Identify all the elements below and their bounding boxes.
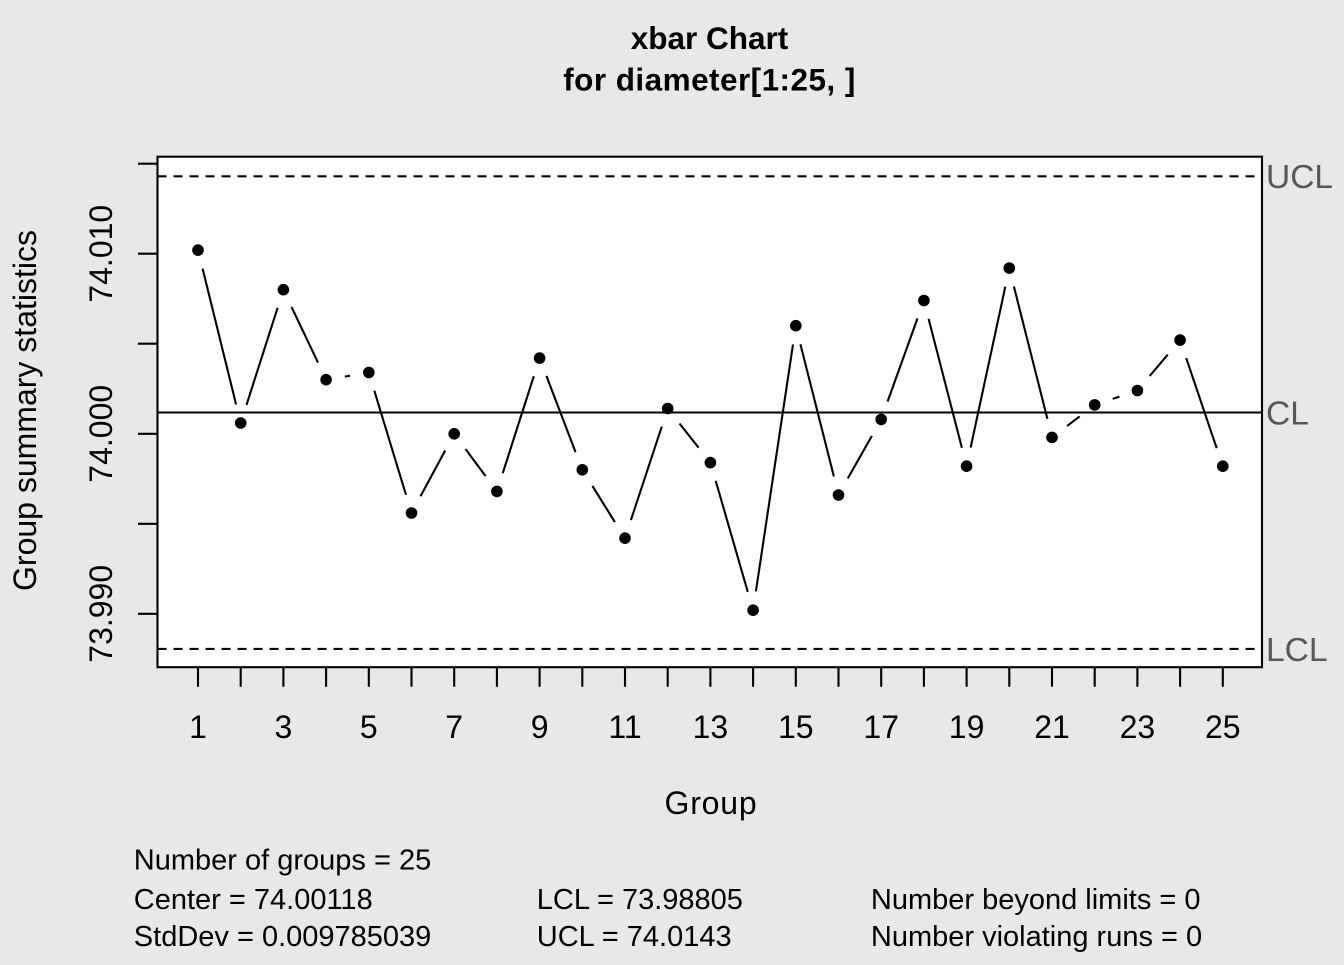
svg-text:13: 13 (693, 709, 729, 745)
svg-text:3: 3 (275, 709, 293, 745)
svg-text:UCL: UCL (1266, 159, 1333, 196)
svg-text:xbar Chart: xbar Chart (631, 20, 789, 56)
svg-text:9: 9 (531, 709, 549, 745)
svg-text:Group summary statistics: Group summary statistics (7, 230, 43, 591)
svg-text:for diameter[1:25, ]: for diameter[1:25, ] (563, 61, 856, 97)
svg-text:21: 21 (1034, 709, 1070, 745)
svg-text:74.000: 74.000 (83, 385, 119, 483)
svg-text:CL: CL (1266, 395, 1309, 432)
svg-text:19: 19 (949, 709, 985, 745)
svg-text:17: 17 (863, 709, 899, 745)
svg-text:Group: Group (665, 785, 758, 821)
svg-text:25: 25 (1205, 709, 1241, 745)
svg-text:15: 15 (778, 709, 814, 745)
svg-text:Number of groups = 25: Number of groups = 25 (134, 845, 431, 877)
svg-text:23: 23 (1120, 709, 1156, 745)
svg-text:74.010: 74.010 (83, 205, 119, 303)
svg-text:LCL = 73.98805: LCL = 73.98805 (537, 884, 743, 916)
svg-text:1: 1 (189, 709, 207, 745)
svg-text:11: 11 (608, 709, 641, 745)
svg-text:Center = 74.00118: Center = 74.00118 (134, 884, 373, 916)
svg-text:Number violating runs = 0: Number violating runs = 0 (871, 921, 1202, 953)
svg-text:Number beyond limits = 0: Number beyond limits = 0 (871, 884, 1201, 916)
svg-text:5: 5 (360, 709, 378, 745)
svg-text:StdDev = 0.009785039: StdDev = 0.009785039 (134, 921, 432, 953)
svg-text:73.990: 73.990 (83, 565, 119, 663)
svg-text:7: 7 (445, 709, 463, 745)
svg-text:UCL = 74.0143: UCL = 74.0143 (537, 921, 732, 953)
svg-text:LCL: LCL (1266, 632, 1327, 669)
